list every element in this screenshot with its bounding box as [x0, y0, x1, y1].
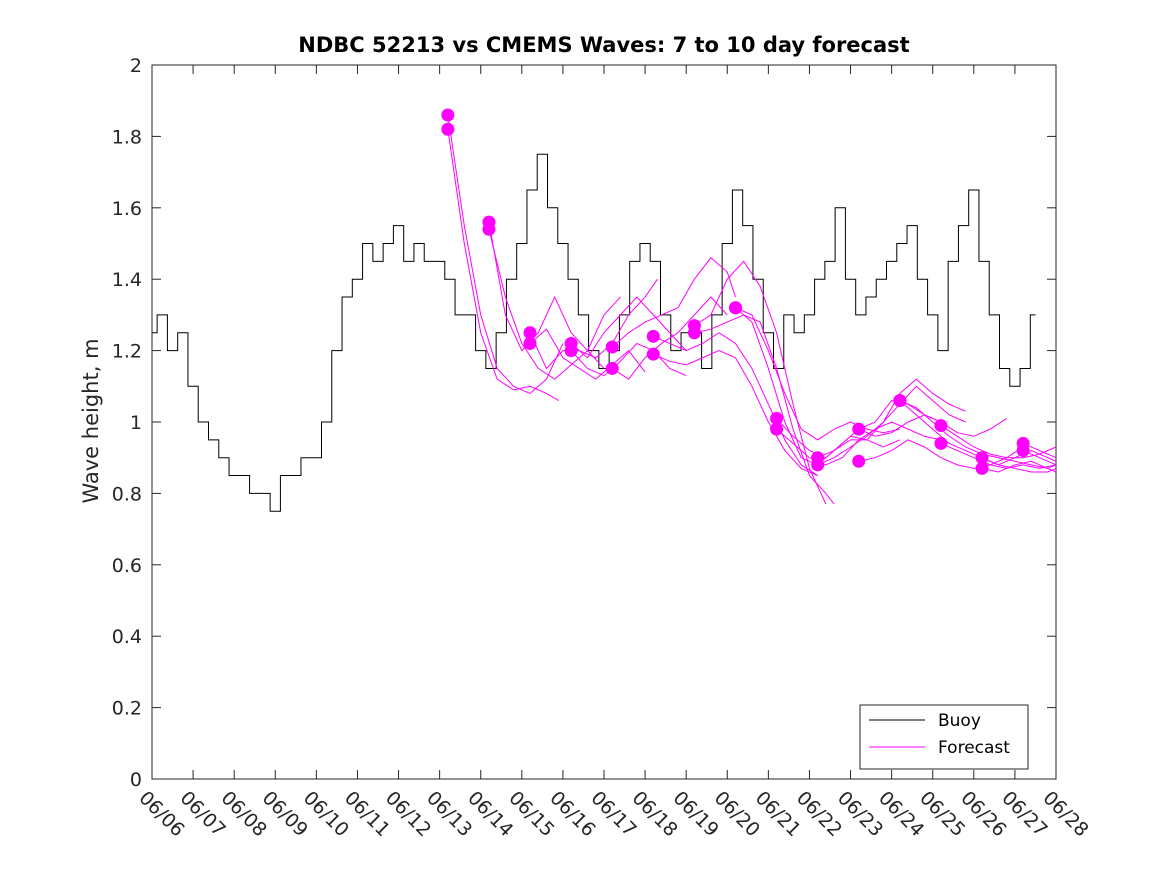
- forecast-start-marker: [646, 347, 660, 361]
- x-tick-label: 06/09: [258, 787, 312, 841]
- x-tick-label: 06/21: [751, 787, 805, 841]
- forecast-start-marker: [975, 451, 989, 465]
- y-tick-label: 1.6: [112, 198, 142, 220]
- forecast-run-line: [694, 314, 835, 505]
- forecast-start-marker: [441, 108, 455, 122]
- y-tick-label: 0.4: [112, 626, 142, 648]
- x-tick-label: 06/15: [504, 787, 558, 841]
- forecast-start-marker: [852, 454, 866, 468]
- legend-forecast-label: Forecast: [938, 738, 1010, 758]
- forecast-start-marker: [1016, 444, 1030, 458]
- forecast-run-line: [817, 378, 966, 459]
- buoy-series: [152, 153, 1036, 512]
- forecast-run-line: [653, 350, 818, 477]
- y-tick-label: 2: [130, 55, 142, 77]
- y-tick-label: 0.2: [112, 698, 142, 720]
- forecast-start-marker: [605, 340, 619, 354]
- forecast-start-marker: [728, 301, 742, 315]
- y-tick-label: 0: [130, 769, 142, 791]
- y-tick-label: 1.4: [112, 269, 142, 291]
- x-tick-label: 06/24: [874, 787, 928, 841]
- x-tick-label: 06/25: [915, 787, 969, 841]
- forecast-run-line: [529, 278, 658, 370]
- y-tick-label: 1.2: [112, 341, 142, 363]
- forecast-start-marker: [482, 222, 496, 236]
- x-tick-label: 06/14: [463, 787, 517, 841]
- x-tick-label: 06/16: [545, 787, 599, 841]
- x-tick-label: 06/10: [299, 787, 353, 841]
- x-tick-label: 06/17: [586, 787, 640, 841]
- x-tick-label: 06/07: [176, 787, 230, 841]
- x-tick-label: 06/12: [381, 787, 435, 841]
- forecast-start-marker: [523, 336, 537, 350]
- forecast-start-marker: [934, 419, 948, 433]
- chart-title: NDBC 52213 vs CMEMS Waves: 7 to 10 day f…: [298, 33, 909, 57]
- forecast-start-marker: [523, 326, 537, 340]
- x-tick-label: 06/28: [1038, 787, 1092, 841]
- y-axis-label: Wave height, m: [79, 338, 103, 503]
- x-tick-label: 06/23: [833, 787, 887, 841]
- forecast-run-line: [858, 439, 1024, 469]
- forecast-run-line: [570, 342, 687, 377]
- forecast-run-line: [611, 296, 728, 380]
- y-axis: 0 0.2 0.4 0.6 0.8 1 1.2 1.4 1.6 1.8 2: [112, 55, 1056, 791]
- forecast-run-line: [529, 328, 646, 380]
- forecast-start-marker: [811, 458, 825, 472]
- x-tick-label: 06/26: [956, 787, 1010, 841]
- forecast-run-line: [488, 221, 621, 352]
- forecast-series: [441, 108, 1057, 505]
- x-tick-label: 06/13: [422, 787, 476, 841]
- forecast-start-marker: [441, 122, 455, 136]
- forecast-run-line: [817, 385, 966, 466]
- forecast-run-line: [858, 414, 1007, 437]
- forecast-run-line: [653, 332, 818, 476]
- y-tick-label: 0.6: [112, 555, 142, 577]
- forecast-start-marker: [934, 436, 948, 450]
- forecast-start-marker: [646, 329, 660, 343]
- forecast-start-marker: [770, 422, 784, 436]
- legend: Buoy Forecast: [859, 704, 1029, 770]
- x-tick-label: 06/06: [134, 787, 188, 841]
- forecast-start-marker: [975, 461, 989, 475]
- forecast-run-line: [940, 425, 1057, 459]
- x-tick-label: 06/08: [217, 787, 271, 841]
- forecast-run-line: [981, 460, 1057, 473]
- x-tick-label: 06/11: [340, 787, 394, 841]
- x-tick-label: 06/27: [997, 787, 1051, 841]
- forecast-run-line: [447, 129, 560, 402]
- y-tick-label: 0.8: [112, 483, 142, 505]
- plot-area-frame: [151, 64, 1057, 780]
- forecast-start-marker: [564, 344, 578, 358]
- forecast-start-marker: [770, 411, 784, 425]
- legend-buoy-label: Buoy: [938, 711, 981, 731]
- y-tick-label: 1.8: [112, 126, 142, 148]
- buoy-line: [152, 153, 1036, 512]
- forecast-run-line: [447, 114, 564, 395]
- forecast-start-marker: [893, 394, 907, 408]
- forecast-start-marker: [852, 422, 866, 436]
- forecast-run-line: [940, 442, 1057, 469]
- y-tick-label: 1: [130, 412, 142, 434]
- forecast-run-line: [570, 296, 687, 359]
- x-tick-label: 06/18: [628, 787, 682, 841]
- x-tick-label: 06/20: [710, 787, 764, 841]
- x-tick-label: 06/22: [792, 787, 846, 841]
- forecast-run-line: [694, 260, 827, 505]
- forecast-start-marker: [605, 361, 619, 375]
- legend-box: [859, 704, 1029, 770]
- x-tick-label: 06/19: [669, 787, 723, 841]
- forecast-run-line: [611, 257, 736, 348]
- forecast-start-marker: [687, 326, 701, 340]
